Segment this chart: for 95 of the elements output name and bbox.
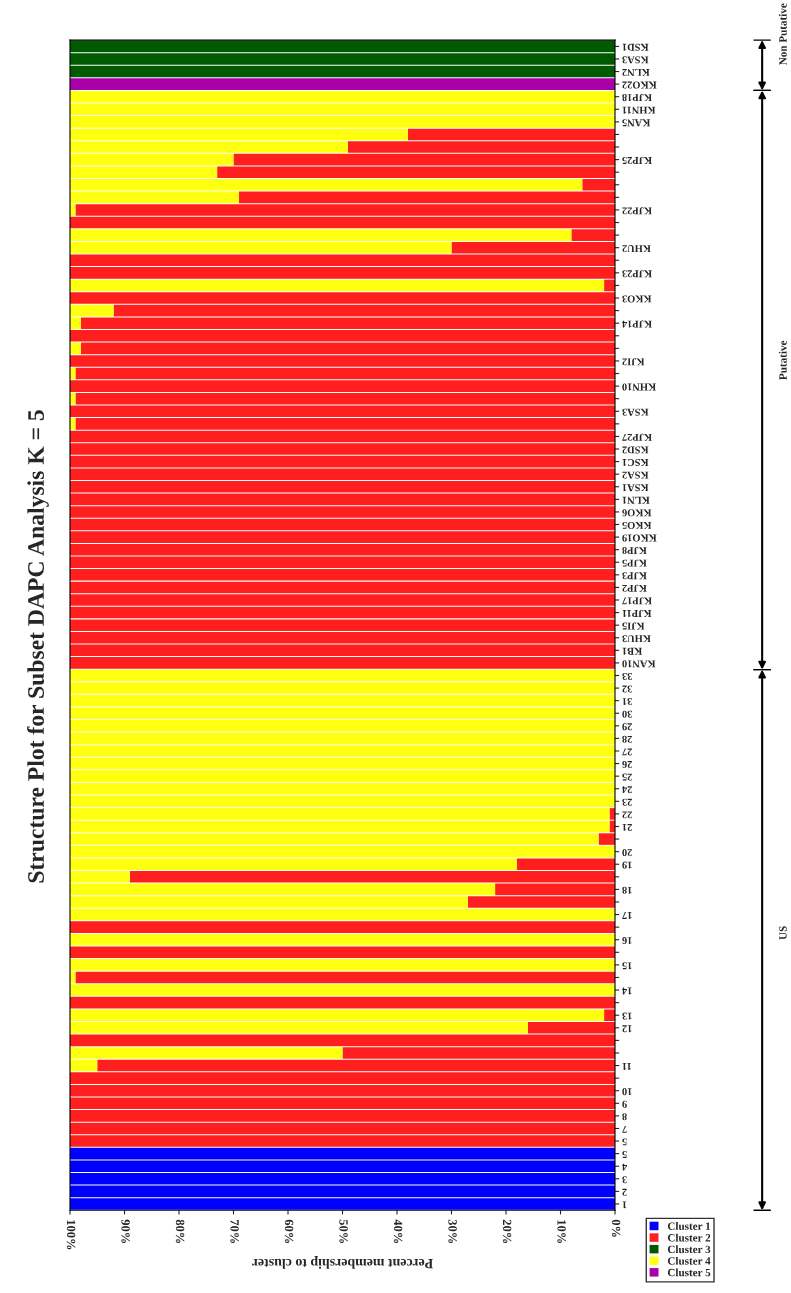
- y-tick-label: KJP14: [622, 320, 652, 328]
- x-tick-label: 0%: [611, 1219, 621, 1237]
- legend-label: Cluster 1: [667, 1222, 711, 1230]
- y-tick-label: 16: [622, 937, 632, 945]
- text: US: [779, 926, 787, 940]
- x-tick-label: 80%: [175, 1219, 185, 1244]
- y-tick-label: KJP5: [622, 559, 647, 567]
- y-tick-label: KJP11: [622, 609, 652, 617]
- y-tick-label: 27: [622, 748, 632, 756]
- legend-label: Cluster 5: [667, 1268, 711, 1277]
- y-tick-label: KLN2: [622, 69, 650, 76]
- y-tick-label: 26: [622, 760, 632, 768]
- y-tick-label: KHU2: [622, 245, 651, 253]
- y-tick-label: KSD2: [622, 446, 649, 454]
- y-tick-label: 3: [622, 1176, 627, 1184]
- y-tick-label: KKO19: [622, 534, 657, 542]
- bar: [70, 933, 615, 946]
- y-tick-label: 28: [622, 735, 632, 743]
- y-tick-label: KSA3: [622, 56, 649, 64]
- y-tick-label: 5: [622, 1138, 627, 1146]
- y-tick-label: 25: [622, 773, 632, 781]
- y-tick-label: KJI5: [622, 622, 645, 630]
- y-tick-label: 32: [622, 685, 632, 693]
- y-tick-label: 12: [622, 1025, 632, 1033]
- y-tick-label: KSD1: [622, 43, 649, 51]
- legend-label: Cluster 4: [667, 1256, 711, 1265]
- y-tick-label: KKO22: [622, 81, 657, 89]
- x-tick-label: 40%: [393, 1219, 403, 1244]
- y-tick-label: 11: [622, 1063, 631, 1070]
- y-tick-label: 13: [622, 1012, 632, 1020]
- text: Putative: [778, 340, 787, 380]
- y-tick-label: KJP25: [622, 157, 652, 165]
- y-tick-label: 8: [622, 1113, 627, 1121]
- y-tick-label: KJP8: [622, 547, 647, 555]
- y-tick-label: 24: [622, 786, 632, 794]
- y-tick-label: 22: [622, 811, 632, 819]
- y-tick-label: KAN5: [622, 119, 651, 127]
- y-tick-label: 30: [622, 710, 632, 718]
- y-tick-label: 14: [622, 987, 632, 995]
- y-tick-label: 23: [622, 798, 632, 806]
- y-tick-label: 7: [622, 1125, 627, 1133]
- y-tick-label: 9: [622, 1100, 627, 1108]
- y-tick-label: KJP2: [622, 584, 647, 592]
- x-tick-label: 10%: [557, 1220, 566, 1244]
- y-tick-label: 19: [622, 861, 632, 869]
- y-tick-label: KKO6: [622, 509, 652, 517]
- y-tick-label: 5: [622, 1151, 627, 1158]
- y-tick-label: KKO3: [622, 295, 652, 303]
- x-tick-label: 70%: [230, 1219, 239, 1244]
- x-tick-label: 20%: [502, 1219, 512, 1244]
- y-tick-label: KLN1: [622, 496, 650, 504]
- y-tick-label: 29: [622, 723, 632, 731]
- y-tick-label: 21: [622, 823, 632, 831]
- x-tick-label: 90%: [121, 1219, 130, 1244]
- bar: [70, 946, 615, 959]
- y-tick-label: KSA3: [622, 408, 649, 416]
- y-tick-label: 1: [622, 1201, 627, 1209]
- y-tick-label: KJP23: [622, 270, 652, 278]
- text: Non Putative: [778, 3, 787, 66]
- y-tick-label: KHU3: [622, 635, 651, 643]
- legend-label: Cluster 2: [667, 1233, 711, 1242]
- y-tick-label: 10: [622, 1088, 632, 1096]
- x-tick-label: 100%: [66, 1220, 76, 1250]
- y-tick-label: 4: [622, 1163, 628, 1171]
- y-tick-label: 20: [622, 849, 632, 857]
- y-tick-label: KJI2: [622, 358, 645, 366]
- y-tick-label: 33: [622, 672, 632, 680]
- y-tick-label: KJP18: [622, 94, 652, 102]
- y-tick-label: KJP3: [622, 572, 647, 580]
- x-axis-title: Percent membership to cluster: [252, 1256, 433, 1269]
- y-tick-label: KJP17: [622, 597, 652, 605]
- y-tick-label: KJP22: [622, 207, 652, 215]
- y-tick-label: 18: [622, 886, 632, 894]
- y-tick-label: KAN10: [622, 660, 656, 668]
- y-tick-label: 15: [622, 962, 632, 970]
- y-tick-label: 31: [622, 698, 632, 706]
- bar: [70, 921, 615, 933]
- bar: [70, 279, 605, 292]
- y-tick-label: KKO5: [622, 521, 652, 529]
- y-tick-label: KJP27: [622, 433, 652, 441]
- text: Structure Plot for Subset DAPC Analysis K = 5: [27, 410, 49, 883]
- y-tick-label: KSA2: [622, 471, 649, 479]
- legend-label: Cluster 3: [667, 1245, 711, 1254]
- bar: [70, 78, 615, 90]
- y-tick-label: 17: [622, 912, 632, 919]
- bar: [75, 971, 615, 984]
- y-tick-label: 2: [622, 1188, 627, 1196]
- y-tick-label: KHN11: [622, 106, 656, 114]
- x-tick-label: 50%: [339, 1219, 348, 1244]
- x-tick-label: 30%: [448, 1219, 457, 1244]
- x-tick-label: 60%: [284, 1219, 294, 1244]
- y-tick-label: KSC1: [622, 458, 649, 466]
- y-tick-label: KSA1: [622, 484, 649, 492]
- y-tick-label: KHN10: [622, 383, 656, 391]
- y-tick-label: KB1: [622, 647, 643, 655]
